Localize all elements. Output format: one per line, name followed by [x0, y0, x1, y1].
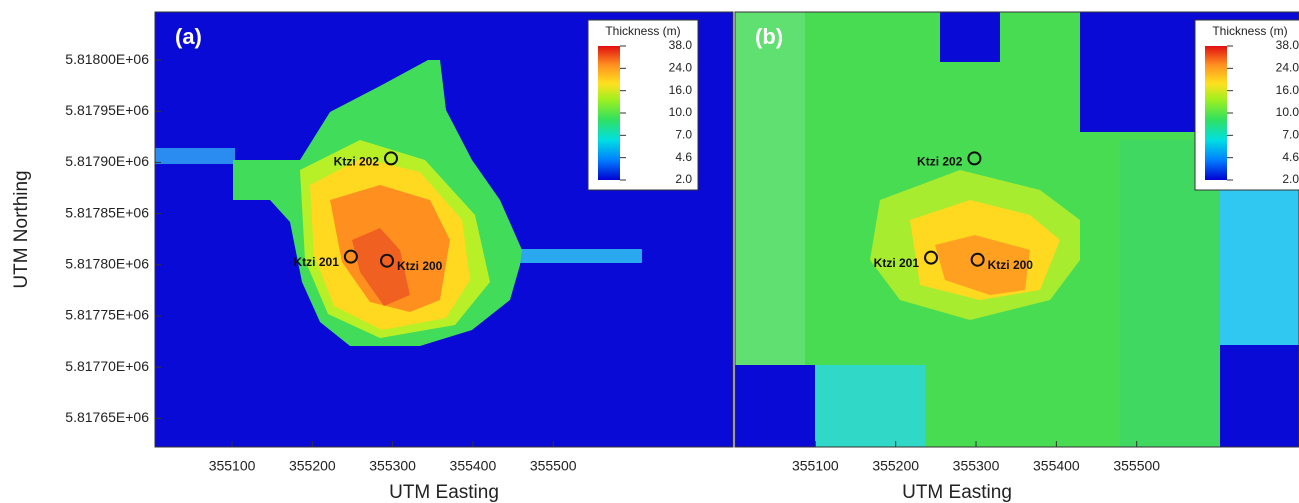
well-label: Ktzi 201 — [874, 256, 920, 270]
colorbar-tick-label: 16.0 — [1276, 83, 1299, 97]
colorbar-tick-label: 24.0 — [669, 61, 693, 75]
y-tick-label: 5.81775E+06 — [65, 307, 149, 323]
colorbar-tick-label: 2.0 — [1282, 172, 1299, 186]
y-tick-label: 5.81790E+06 — [65, 153, 149, 169]
colorbar-tick-label: 2.0 — [675, 172, 692, 186]
x-tick-label: 355100 — [792, 458, 839, 474]
colorbar-tick-label: 24.0 — [1276, 61, 1299, 75]
panel-label: (a) — [175, 24, 202, 49]
well-label: Ktzi 201 — [294, 255, 340, 269]
x-tick-label: 355200 — [289, 458, 336, 474]
well-label: Ktzi 200 — [988, 258, 1034, 272]
x-tick-label: 355400 — [450, 458, 497, 474]
colorbar-tick-label: 16.0 — [669, 83, 693, 97]
colorbar — [1205, 46, 1227, 180]
well-label: Ktzi 200 — [397, 259, 443, 273]
colorbar-tick-label: 38.0 — [1276, 38, 1299, 52]
x-tick-label: 355100 — [209, 458, 256, 474]
y-tick-label: 5.81795E+06 — [65, 102, 149, 118]
y-tick-label: 5.81765E+06 — [65, 409, 149, 425]
well-marker — [384, 151, 399, 166]
colorbar-tick-label: 4.6 — [1282, 150, 1299, 164]
colorbar-tick-label: 7.0 — [1282, 128, 1299, 142]
x-tick-label: 355500 — [530, 458, 577, 474]
colorbar-title: Thickness (m) — [605, 24, 680, 38]
x-tick-label: 355400 — [1033, 458, 1080, 474]
colorbar-tick-label: 38.0 — [669, 38, 693, 52]
colorbar-tick-label: 4.6 — [675, 150, 692, 164]
colorbar-tick-label: 10.0 — [669, 105, 693, 119]
well-marker — [343, 249, 358, 264]
colorbar-tick-label: 10.0 — [1276, 105, 1299, 119]
x-tick-label: 355200 — [872, 458, 919, 474]
y-tick-label: 5.81785E+06 — [65, 204, 149, 220]
well-label: Ktzi 202 — [917, 155, 963, 169]
y-tick-label: 5.81780E+06 — [65, 256, 149, 272]
well-label: Ktzi 202 — [334, 155, 380, 169]
y-tick-label: 5.81770E+06 — [65, 358, 149, 374]
plot-frame — [734, 11, 1299, 448]
x-tick-label: 355300 — [369, 458, 416, 474]
x-axis-title: UTM Easting — [902, 482, 1012, 503]
colorbar-tick-label: 7.0 — [675, 128, 692, 142]
y-axis-title: UTM Northing — [11, 170, 32, 288]
colorbar-title: Thickness (m) — [1212, 24, 1287, 38]
x-tick-label: 355500 — [1113, 458, 1160, 474]
colorbar — [598, 46, 620, 180]
well-marker — [380, 253, 395, 268]
well-marker — [967, 151, 982, 166]
panel-label: (b) — [755, 24, 783, 49]
x-axis-title: UTM Easting — [389, 482, 499, 503]
well-marker — [924, 250, 939, 265]
plot-frame — [154, 11, 734, 448]
y-tick-label: 5.81800E+06 — [65, 51, 149, 67]
x-tick-label: 355300 — [953, 458, 1000, 474]
well-marker — [970, 252, 985, 267]
